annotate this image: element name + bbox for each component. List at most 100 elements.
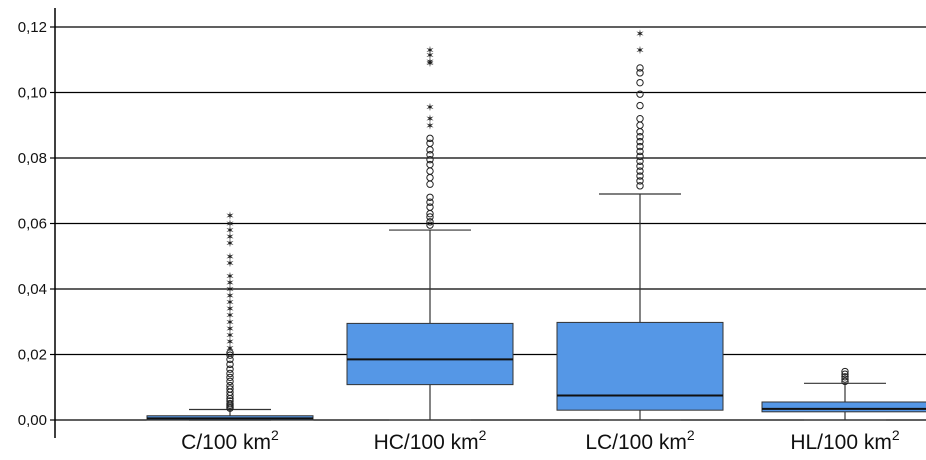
x-category-label-superscript: 2: [687, 427, 695, 443]
outlier-point: [636, 121, 644, 129]
box-iqr: [556, 321, 724, 411]
outlier-point: [226, 377, 234, 386]
outlier-point: [226, 349, 234, 357]
outlier-point: [226, 397, 234, 405]
outlier-point: [636, 101, 644, 110]
y-tick-label: 0,06: [18, 216, 47, 233]
y-tick-label: 0,02: [18, 347, 47, 364]
outlier-point: [636, 152, 644, 161]
box-group: [761, 367, 926, 421]
outlier-point: [426, 213, 434, 221]
extreme-point: ✶: [225, 309, 234, 322]
outlier-point: [841, 375, 849, 383]
box-iqr: [761, 401, 926, 413]
outlier-point: [636, 162, 644, 170]
outlier-point: [226, 365, 234, 373]
outlier-point: [636, 142, 644, 151]
outlier-point: [426, 134, 434, 143]
extreme-point: ✶: [635, 44, 644, 57]
box-group: ✶✶: [556, 28, 724, 421]
outlier-point: [426, 160, 434, 169]
box-group: ✶✶✶✶✶✶✶✶✶✶✶✶✶✶✶✶✶✶✶: [146, 209, 314, 421]
outlier-point: [426, 146, 434, 154]
extreme-point: ✶: [425, 119, 434, 132]
outlier-point: [636, 172, 644, 180]
y-tick-label: 0,08: [18, 150, 47, 167]
outlier-point: [636, 157, 644, 165]
outlier-point: [226, 381, 234, 390]
box-iqr: [346, 322, 514, 386]
outlier-point: [226, 360, 234, 369]
outlier-point: [636, 182, 644, 190]
outlier-point: [426, 155, 434, 164]
x-category-label-text: HL/100 km: [790, 431, 892, 454]
x-category-label-superscript: 2: [892, 427, 900, 443]
outlier-point: [226, 351, 234, 359]
outlier-point: [636, 133, 644, 141]
extreme-point: ✶: [225, 209, 234, 222]
x-category-label-superscript: 2: [479, 427, 487, 443]
outlier-point: [226, 373, 234, 382]
outlier-point: [636, 115, 644, 123]
extreme-point: ✶: [225, 296, 234, 309]
outlier-point: [426, 151, 434, 159]
extreme-point: ✶: [225, 342, 234, 355]
y-tick-label: 0,04: [18, 281, 47, 298]
outlier-point: [426, 203, 434, 211]
x-category-label-text: C/100 km: [181, 431, 271, 454]
outlier-point: [426, 221, 434, 229]
extreme-point: ✶: [225, 322, 234, 335]
extreme-point: ✶: [225, 250, 234, 263]
outlier-point: [636, 128, 644, 136]
x-category-label: C/100 km2: [181, 427, 279, 454]
extreme-point: ✶: [425, 101, 434, 114]
extreme-point: ✶: [225, 257, 234, 270]
outlier-point: [841, 377, 849, 386]
outlier-point: [636, 69, 644, 77]
outlier-point: [636, 90, 644, 98]
extreme-point: ✶: [425, 44, 434, 57]
extreme-point: ✶: [425, 55, 434, 68]
box-group: ✶✶✶✶✶✶✶: [346, 44, 514, 421]
outlier-point: [426, 173, 434, 182]
extreme-point: ✶: [225, 335, 234, 348]
x-category-label: HL/100 km2: [790, 427, 900, 454]
boxes: ✶✶✶✶✶✶✶✶✶✶✶✶✶✶✶✶✶✶✶✶✶✶✶✶✶✶ ✶✶: [146, 28, 926, 421]
outlier-point: [636, 147, 644, 156]
outlier-point: [426, 198, 434, 206]
extreme-point: ✶: [225, 283, 234, 296]
outlier-point: [226, 399, 234, 408]
x-category-label-text: HC/100 km: [374, 431, 479, 454]
x-category-label: HC/100 km2: [374, 427, 487, 454]
extreme-point: ✶: [225, 276, 234, 289]
y-tick-label: 0,00: [18, 412, 47, 429]
extreme-point: ✶: [225, 224, 234, 237]
extreme-point: ✶: [225, 290, 234, 303]
extreme-point: ✶: [425, 57, 434, 70]
outlier-point: [426, 180, 434, 188]
extreme-point: ✶: [635, 28, 644, 41]
outlier-point: [636, 177, 644, 185]
outlier-point: [226, 385, 234, 393]
outlier-point: [841, 370, 849, 378]
outlier-point: [226, 369, 234, 378]
extreme-point: ✶: [225, 231, 234, 244]
outlier-point: [426, 218, 434, 226]
outlier-point: [426, 167, 434, 175]
extreme-point: ✶: [225, 329, 234, 342]
outlier-point: [636, 167, 644, 175]
outlier-point: [636, 64, 644, 72]
extreme-point: ✶: [225, 218, 234, 231]
outlier-point: [426, 139, 434, 147]
extreme-point: ✶: [225, 316, 234, 329]
extreme-point: ✶: [225, 303, 234, 316]
extreme-point: ✶: [225, 270, 234, 283]
x-category-labels: C/100 km2 HC/100 km2 LC/100 km2 HL/100 km2: [181, 427, 900, 454]
y-tick-label: 0,12: [18, 19, 47, 36]
outlier-point: [426, 193, 434, 202]
x-category-label-superscript: 2: [271, 427, 279, 443]
y-tick-label: 0,10: [18, 85, 47, 102]
outlier-point: [841, 367, 849, 376]
extreme-point: ✶: [225, 237, 234, 250]
